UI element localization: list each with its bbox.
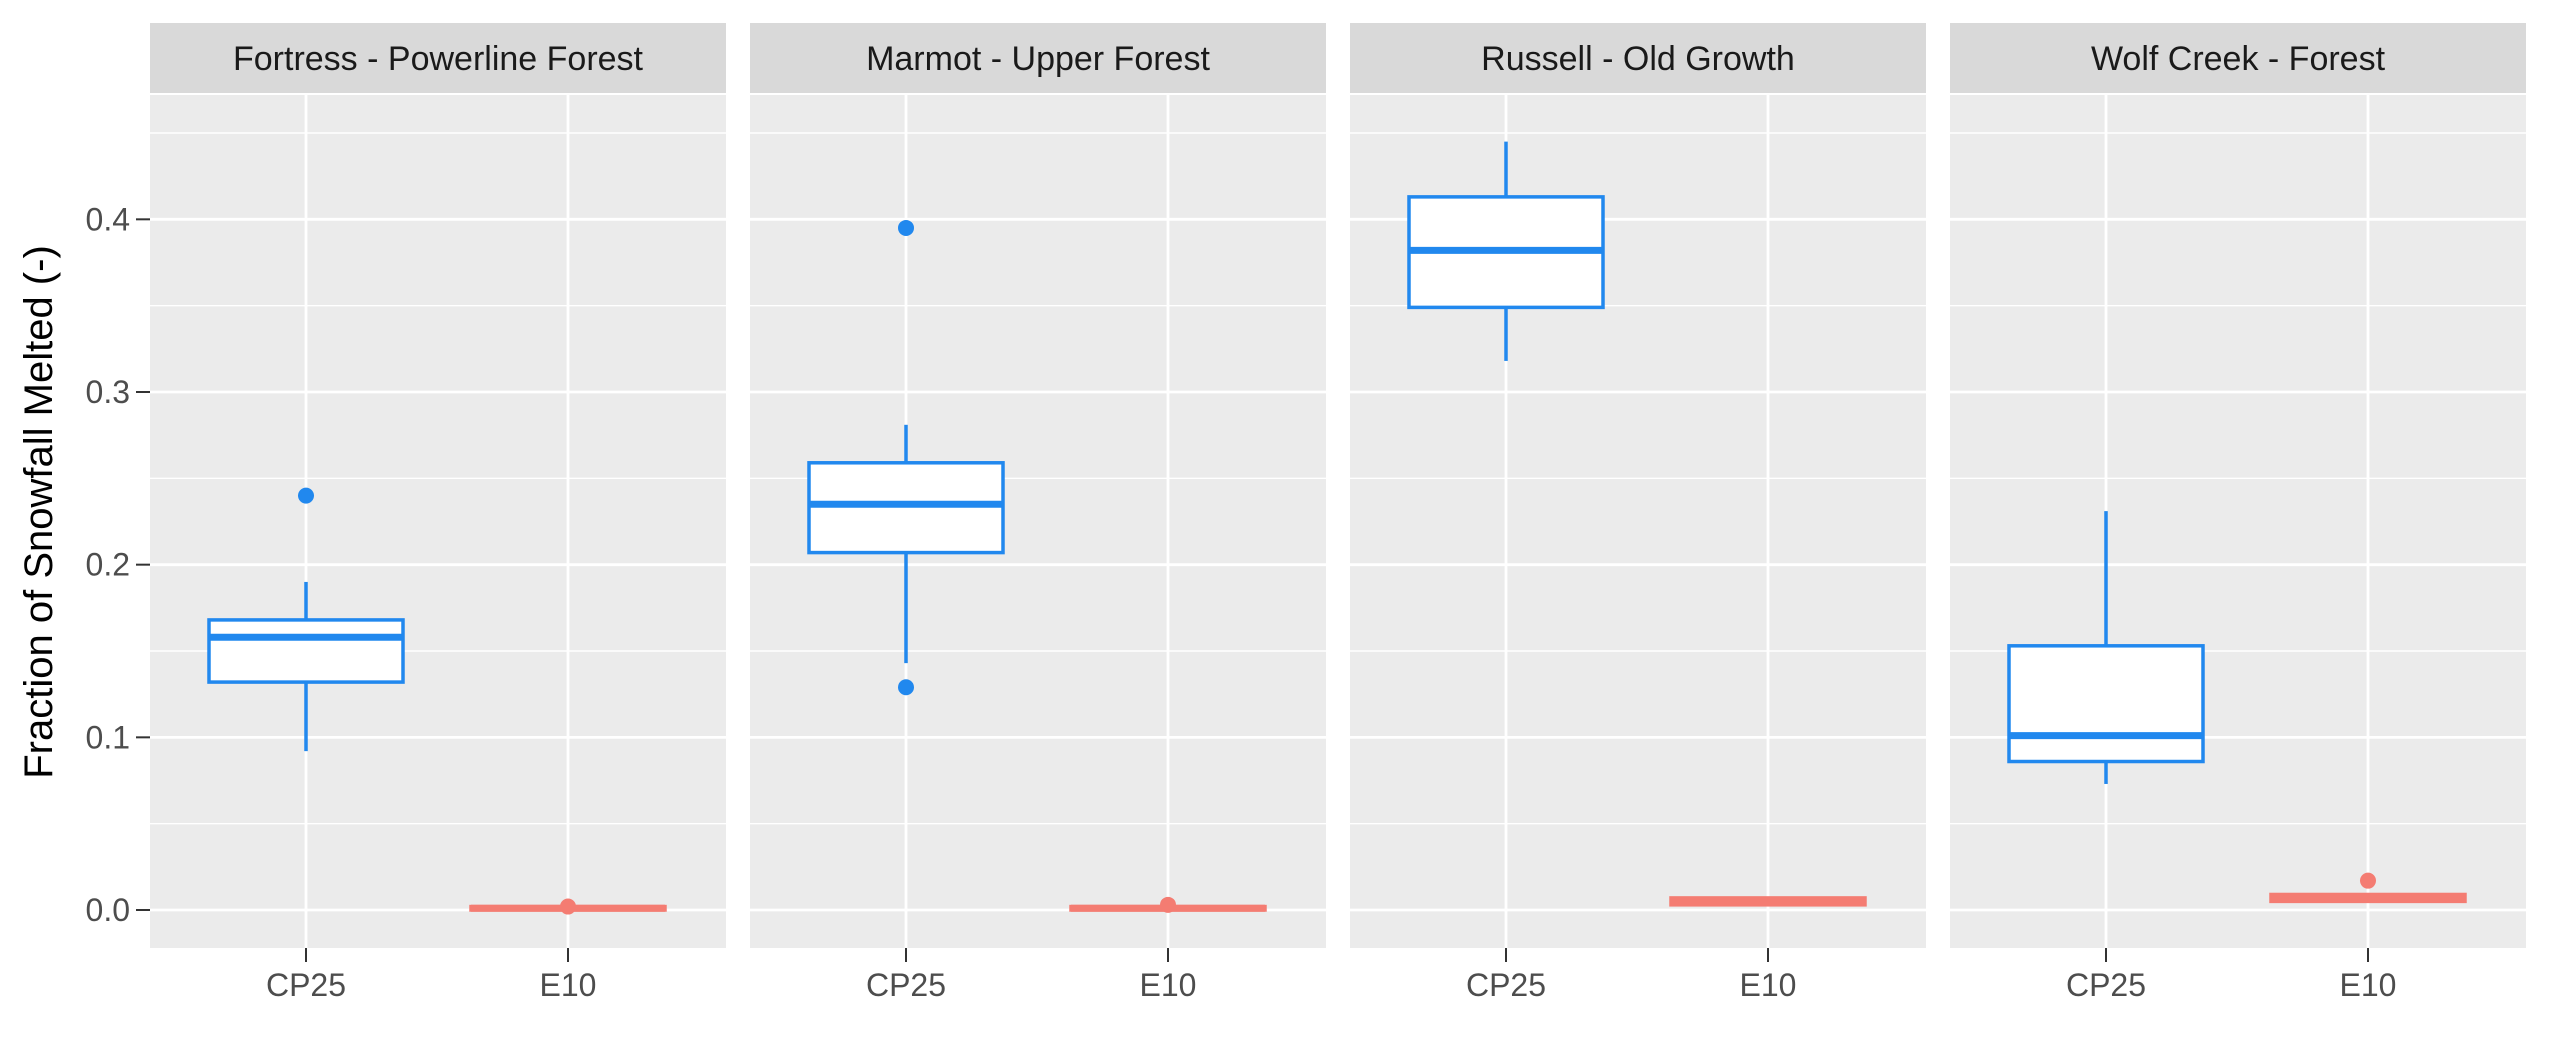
boxplot-e10 — [1069, 896, 1267, 913]
boxplot-e10 — [2269, 872, 2467, 904]
outlier-point — [898, 679, 914, 696]
x-tick-label: CP25 — [266, 967, 346, 1003]
y-tick-label: 0.2 — [86, 547, 130, 583]
outlier-point — [298, 487, 314, 504]
outlier-point — [560, 898, 576, 915]
box-iqr — [2007, 644, 2205, 764]
box-iqr — [207, 618, 405, 684]
panel-background — [1950, 95, 2526, 948]
facet-strip — [750, 23, 1326, 93]
facet-strip — [1350, 23, 1926, 93]
facet-panel: Wolf Creek - Forest CP25 E10 — [1950, 23, 2526, 1003]
facet-strip-title: Russell - Old Growth — [1481, 40, 1795, 78]
boxplot-cp25 — [2007, 511, 2205, 784]
boxplot-cp25 — [1407, 141, 1605, 361]
outlier-point — [898, 219, 914, 236]
facet-panel: Fortress - Powerline Forest CP25 E10 — [150, 23, 726, 1003]
facet-strip — [1950, 23, 2526, 93]
y-tick-label: 0.0 — [86, 892, 130, 928]
x-tick-label: E10 — [540, 967, 597, 1003]
boxplot-e10 — [469, 898, 667, 915]
facet-panel: Marmot - Upper Forest CP25 E10 — [750, 23, 1326, 1003]
facet-strip-title: Fortress - Powerline Forest — [233, 40, 644, 78]
facet-strip-title: Marmot - Upper Forest — [866, 40, 1210, 78]
outlier-point — [1160, 896, 1176, 913]
y-tick-label: 0.3 — [86, 374, 130, 410]
panel-background — [150, 95, 726, 948]
y-axis-title: Fraction of Snowfall Melted (-) — [17, 245, 61, 779]
x-tick-label: CP25 — [866, 967, 946, 1003]
y-axis: 0.0 0.1 0.2 0.3 0.4 — [86, 201, 150, 928]
boxplot-cp25 — [807, 219, 1005, 696]
facet-panels: 0.0 0.1 0.2 0.3 0.4 Fortress - Powerline Fore… — [86, 23, 2526, 1003]
y-tick-label: 0.4 — [86, 201, 130, 237]
facet-strip-title: Wolf Creek - Forest — [2091, 40, 2386, 78]
x-tick-label: E10 — [1140, 967, 1197, 1003]
boxplot-cp25 — [207, 487, 405, 752]
x-tick-label: CP25 — [2066, 967, 2146, 1003]
facet-panel: Russell - Old Growth CP25 E10 — [1350, 23, 1926, 1003]
y-tick-label: 0.1 — [86, 719, 130, 755]
x-tick-label: CP25 — [1466, 967, 1546, 1003]
facet-strip — [150, 23, 726, 93]
x-tick-label: E10 — [1740, 967, 1797, 1003]
boxplot-e10 — [1669, 896, 1867, 907]
outlier-point — [2360, 872, 2376, 889]
x-tick-label: E10 — [2340, 967, 2397, 1003]
